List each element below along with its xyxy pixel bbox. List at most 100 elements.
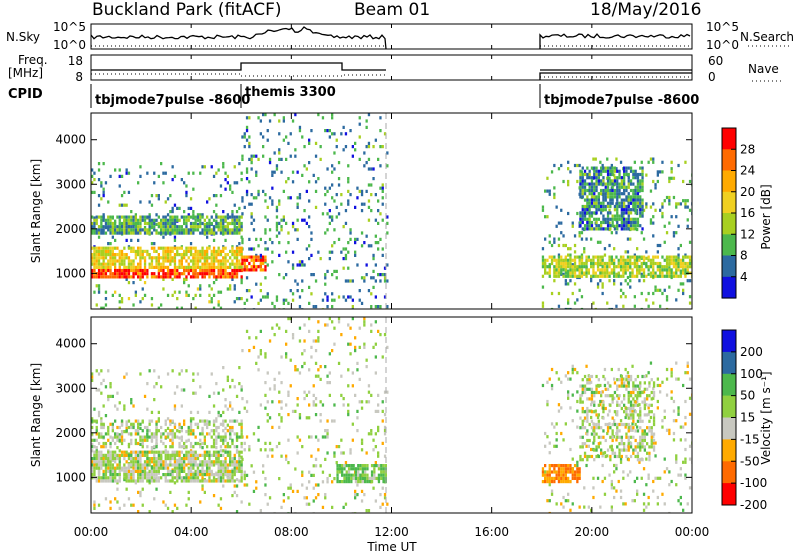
range-gate-cell — [349, 352, 352, 356]
range-gate-cell — [347, 266, 350, 270]
range-gate-cell — [287, 241, 290, 245]
range-gate-cell — [210, 253, 213, 257]
range-gate-cell — [663, 415, 666, 420]
range-gate-cell — [665, 295, 669, 299]
range-gate-cell — [625, 211, 628, 215]
range-gate-cell — [160, 432, 163, 436]
range-gate-cell — [132, 218, 135, 222]
range-gate-cell — [146, 171, 149, 175]
range-gate-cell — [652, 441, 655, 445]
range-gate-cell — [342, 403, 345, 407]
range-gate-cell — [294, 113, 297, 117]
range-gate-cell — [611, 195, 614, 199]
range-gate-cell — [137, 268, 140, 273]
range-gate-cell — [670, 274, 673, 278]
range-gate-cell — [160, 385, 163, 389]
range-gate-cell — [560, 163, 563, 168]
range-gate-cell — [361, 464, 364, 468]
range-gate-cell — [595, 188, 598, 193]
range-gate-cell — [116, 479, 119, 483]
range-gate-cell — [365, 263, 368, 267]
range-gate-cell — [118, 225, 121, 229]
range-gate-cell — [137, 225, 140, 229]
range-gate-cell — [328, 257, 331, 261]
range-gate-cell — [599, 258, 602, 262]
range-gate-cell — [259, 257, 262, 261]
range-gate-cell — [361, 480, 364, 484]
range-gate-cell — [373, 464, 376, 468]
range-gate-cell — [356, 186, 359, 190]
range-gate-cell — [219, 265, 223, 269]
range-gate-cell — [173, 460, 177, 464]
range-gate-cell — [553, 240, 556, 244]
range-gate-cell — [324, 202, 327, 206]
range-gate-cell — [606, 192, 610, 196]
range-gate-cell — [212, 194, 216, 198]
range-gate-cell — [169, 225, 172, 229]
range-gate-cell — [262, 464, 265, 468]
range-gate-cell — [682, 460, 685, 464]
range-gate-cell — [91, 417, 94, 421]
range-gate-cell — [210, 287, 213, 291]
range-gate-cell — [111, 394, 114, 398]
range-gate-cell — [588, 188, 591, 193]
range-gate-cell — [560, 380, 563, 384]
range-gate-cell — [595, 432, 598, 436]
range-gate-cell — [130, 246, 133, 250]
range-gate-cell — [120, 432, 124, 436]
range-gate-cell — [289, 483, 292, 487]
range-gate-cell — [137, 262, 140, 266]
range-gate-cell — [588, 169, 591, 173]
range-gate-cell — [282, 499, 285, 503]
range-gate-cell — [164, 249, 167, 253]
range-gate-cell — [636, 185, 640, 189]
range-gate-cell — [287, 231, 290, 235]
range-gate-cell — [93, 171, 96, 175]
range-gate-cell — [564, 464, 567, 468]
range-gate-cell — [590, 279, 593, 283]
range-gate-cell — [623, 198, 626, 202]
range-gate-cell — [586, 201, 589, 205]
range-gate-cell — [210, 463, 213, 467]
range-gate-cell — [206, 425, 209, 430]
range-gate-cell — [548, 467, 551, 471]
range-gate-cell — [567, 274, 570, 278]
range-gate-cell — [95, 265, 98, 269]
range-gate-cell — [347, 413, 350, 417]
range-gate-cell — [95, 463, 98, 467]
range-gate-cell — [623, 179, 626, 183]
range-gate-cell — [233, 275, 236, 279]
range-gate-cell — [250, 215, 253, 219]
range-gate-cell — [97, 168, 101, 172]
range-gate-cell — [357, 473, 360, 477]
range-gate-cell — [127, 262, 131, 266]
range-gate-cell — [367, 183, 371, 187]
range-gate-cell — [599, 279, 602, 283]
range-gate-cell — [548, 240, 551, 244]
range-gate-cell — [636, 208, 639, 212]
range-gate-cell — [562, 495, 565, 500]
range-gate-cell — [641, 211, 644, 215]
range-gate-cell — [629, 179, 633, 183]
range-gate-cell — [229, 479, 232, 483]
range-gate-cell — [544, 215, 547, 219]
range-gate-cell — [187, 268, 190, 273]
range-gate-cell — [377, 305, 380, 309]
range-gate-cell — [192, 445, 195, 449]
range-gate-cell — [308, 390, 311, 394]
range-gate-cell — [381, 419, 384, 423]
range-gate-cell — [372, 167, 375, 171]
range-gate-cell — [296, 218, 299, 222]
range-gate-cell — [266, 205, 269, 209]
range-gate-cell — [546, 403, 549, 407]
range-gate-cell — [97, 228, 101, 232]
range-gate-cell — [682, 291, 685, 296]
range-gate-cell — [171, 228, 174, 232]
range-gate-cell — [120, 419, 124, 423]
range-gate-cell — [132, 503, 135, 507]
range-gate-cell — [314, 435, 318, 439]
range-gate-cell — [357, 480, 360, 484]
range-gate-cell — [130, 453, 133, 457]
range-gate-cell — [546, 435, 549, 439]
range-gate-cell — [166, 466, 170, 470]
